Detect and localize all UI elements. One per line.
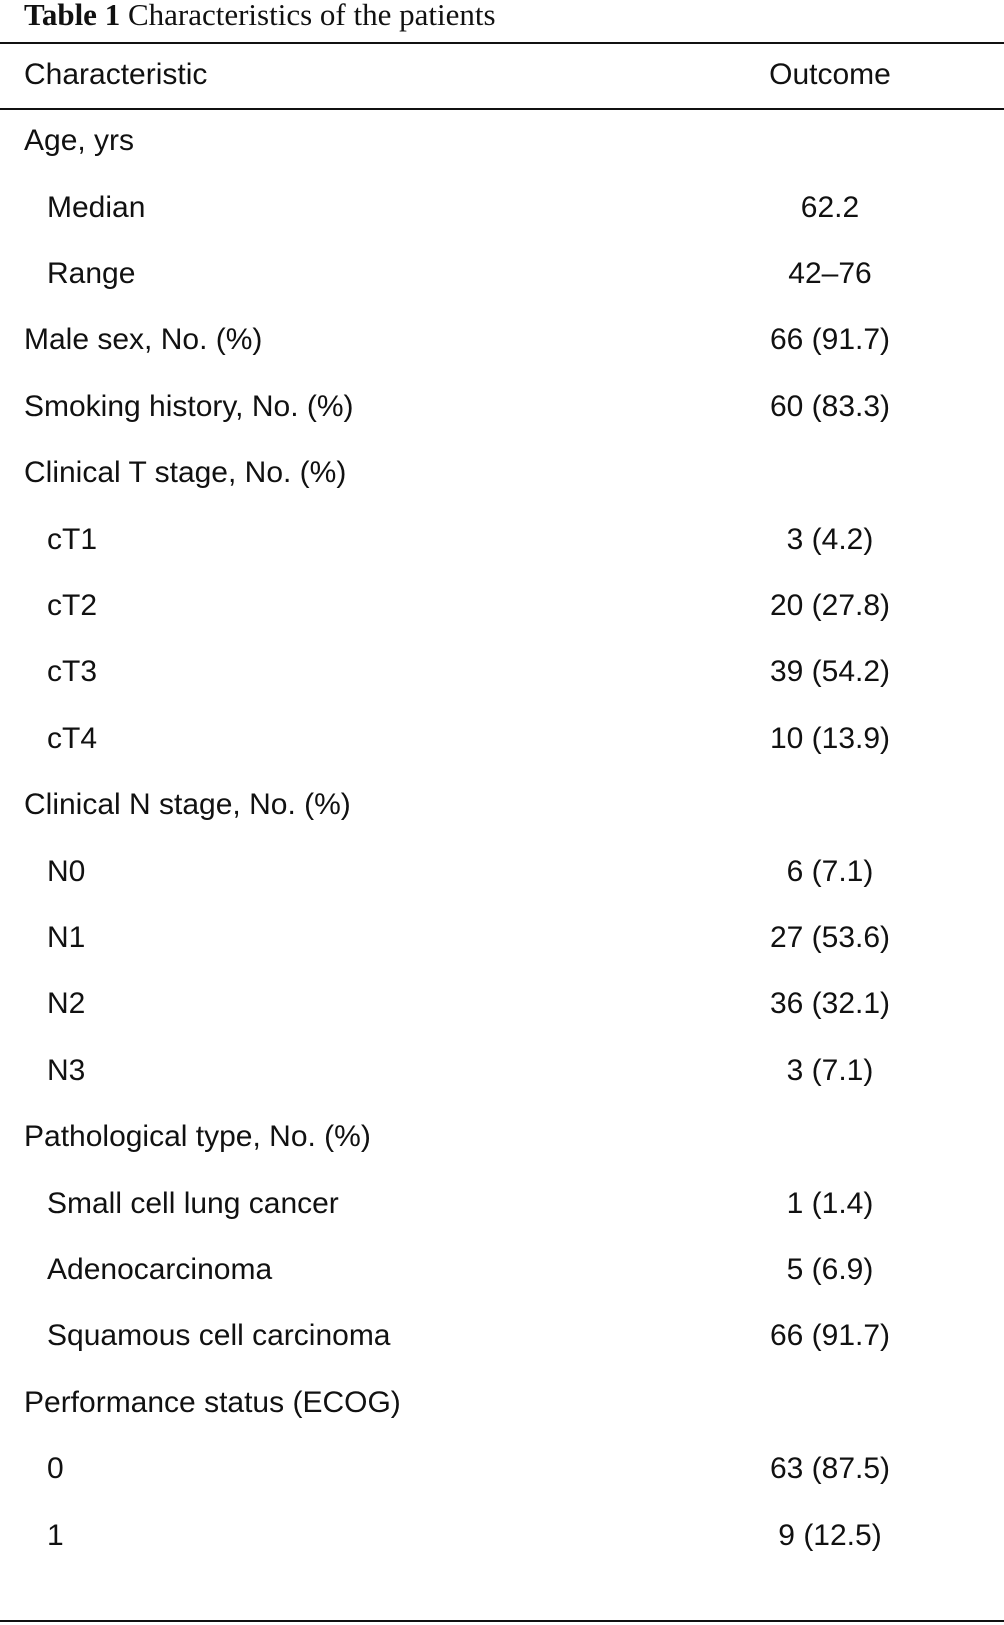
row-label: cT2: [47, 588, 98, 622]
row-value: 60 (83.3): [769, 389, 891, 423]
row-label: Age, yrs: [24, 124, 135, 158]
row-label: Male sex, No. (%): [24, 323, 263, 357]
row-label: N0: [47, 854, 86, 888]
row-label: cT1: [47, 522, 98, 556]
table-row: Squamous cell carcinoma 66 (91.7): [0, 1303, 1004, 1369]
row-value: 1 (1.4): [786, 1186, 874, 1220]
row-value: [660, 1370, 1000, 1436]
row-label: N2: [47, 987, 86, 1021]
table-caption-label: Table 1: [24, 0, 121, 32]
table-row: cT3 39 (54.2): [0, 639, 1004, 705]
table-row: Range 42–76: [0, 241, 1004, 307]
row-value: [660, 108, 1000, 174]
table-top-rule: [0, 42, 1004, 44]
row-value: [660, 440, 1000, 506]
table-row: Performance status (ECOG): [0, 1370, 1004, 1436]
row-value: 6 (7.1): [786, 854, 874, 888]
table-caption-title: Characteristics of the patients: [127, 0, 496, 32]
row-label: Clinical T stage, No. (%): [24, 456, 347, 490]
row-label: cT4: [47, 721, 98, 755]
row-label: Adenocarcinoma: [47, 1252, 273, 1286]
row-value: 63 (87.5): [769, 1452, 891, 1486]
table-row: Smoking history, No. (%) 60 (83.3): [0, 374, 1004, 440]
table-bottom-rule: [0, 1620, 1004, 1622]
row-value: 42–76: [788, 256, 872, 290]
row-label: N1: [47, 920, 86, 954]
row-value: 66 (91.7): [769, 1319, 891, 1353]
table-row: Age, yrs: [0, 108, 1004, 174]
table-row: N1 27 (53.6): [0, 905, 1004, 971]
table-caption: Table 1 Characteristics of the patients: [24, 0, 496, 40]
row-value: 3 (7.1): [786, 1053, 874, 1087]
row-label: Smoking history, No. (%): [24, 389, 354, 423]
row-label: Median: [47, 190, 146, 224]
table-row: cT4 10 (13.9): [0, 706, 1004, 772]
row-value: 10 (13.9): [769, 721, 891, 755]
row-value: 3 (4.2): [786, 522, 874, 556]
table-row: 1 9 (12.5): [0, 1502, 1004, 1568]
row-value: 36 (32.1): [769, 987, 891, 1021]
table-row: 0 63 (87.5): [0, 1436, 1004, 1502]
table-row: Median 62.2: [0, 174, 1004, 240]
row-value: 39 (54.2): [769, 655, 891, 689]
row-label: cT3: [47, 655, 98, 689]
row-value: [660, 1104, 1000, 1170]
row-value: 27 (53.6): [769, 920, 891, 954]
table-row: Small cell lung cancer 1 (1.4): [0, 1170, 1004, 1236]
table-row: cT1 3 (4.2): [0, 506, 1004, 572]
row-value: 20 (27.8): [769, 588, 891, 622]
row-label: Squamous cell carcinoma: [47, 1319, 391, 1353]
table-row: Clinical N stage, No. (%): [0, 772, 1004, 838]
column-header-outcome: Outcome: [769, 58, 891, 91]
row-label: 0: [47, 1452, 64, 1486]
table-row: Male sex, No. (%) 66 (91.7): [0, 307, 1004, 373]
row-value: 62.2: [800, 190, 860, 224]
row-label: Pathological type, No. (%): [24, 1120, 371, 1154]
table-header-rule: [0, 108, 1004, 110]
row-value: 5 (6.9): [786, 1252, 874, 1286]
table-row: N3 3 (7.1): [0, 1038, 1004, 1104]
table-row: N2 36 (32.1): [0, 971, 1004, 1037]
row-label: 1: [47, 1518, 64, 1552]
table-row: N0 6 (7.1): [0, 838, 1004, 904]
row-value: 66 (91.7): [769, 323, 891, 357]
column-header-characteristic: Characteristic: [24, 58, 208, 91]
row-label: Clinical N stage, No. (%): [24, 788, 351, 822]
table-row: cT2 20 (27.8): [0, 573, 1004, 639]
row-value: [660, 772, 1000, 838]
row-label: N3: [47, 1053, 86, 1087]
row-label: Small cell lung cancer: [47, 1186, 339, 1220]
table-row: Pathological type, No. (%): [0, 1104, 1004, 1170]
row-label: Performance status (ECOG): [24, 1385, 401, 1419]
row-value: 9 (12.5): [778, 1518, 882, 1552]
table-row: Clinical T stage, No. (%): [0, 440, 1004, 506]
table-row: Adenocarcinoma 5 (6.9): [0, 1237, 1004, 1303]
row-label: Range: [47, 256, 136, 290]
table-header-row: Characteristic Outcome: [0, 42, 1004, 108]
